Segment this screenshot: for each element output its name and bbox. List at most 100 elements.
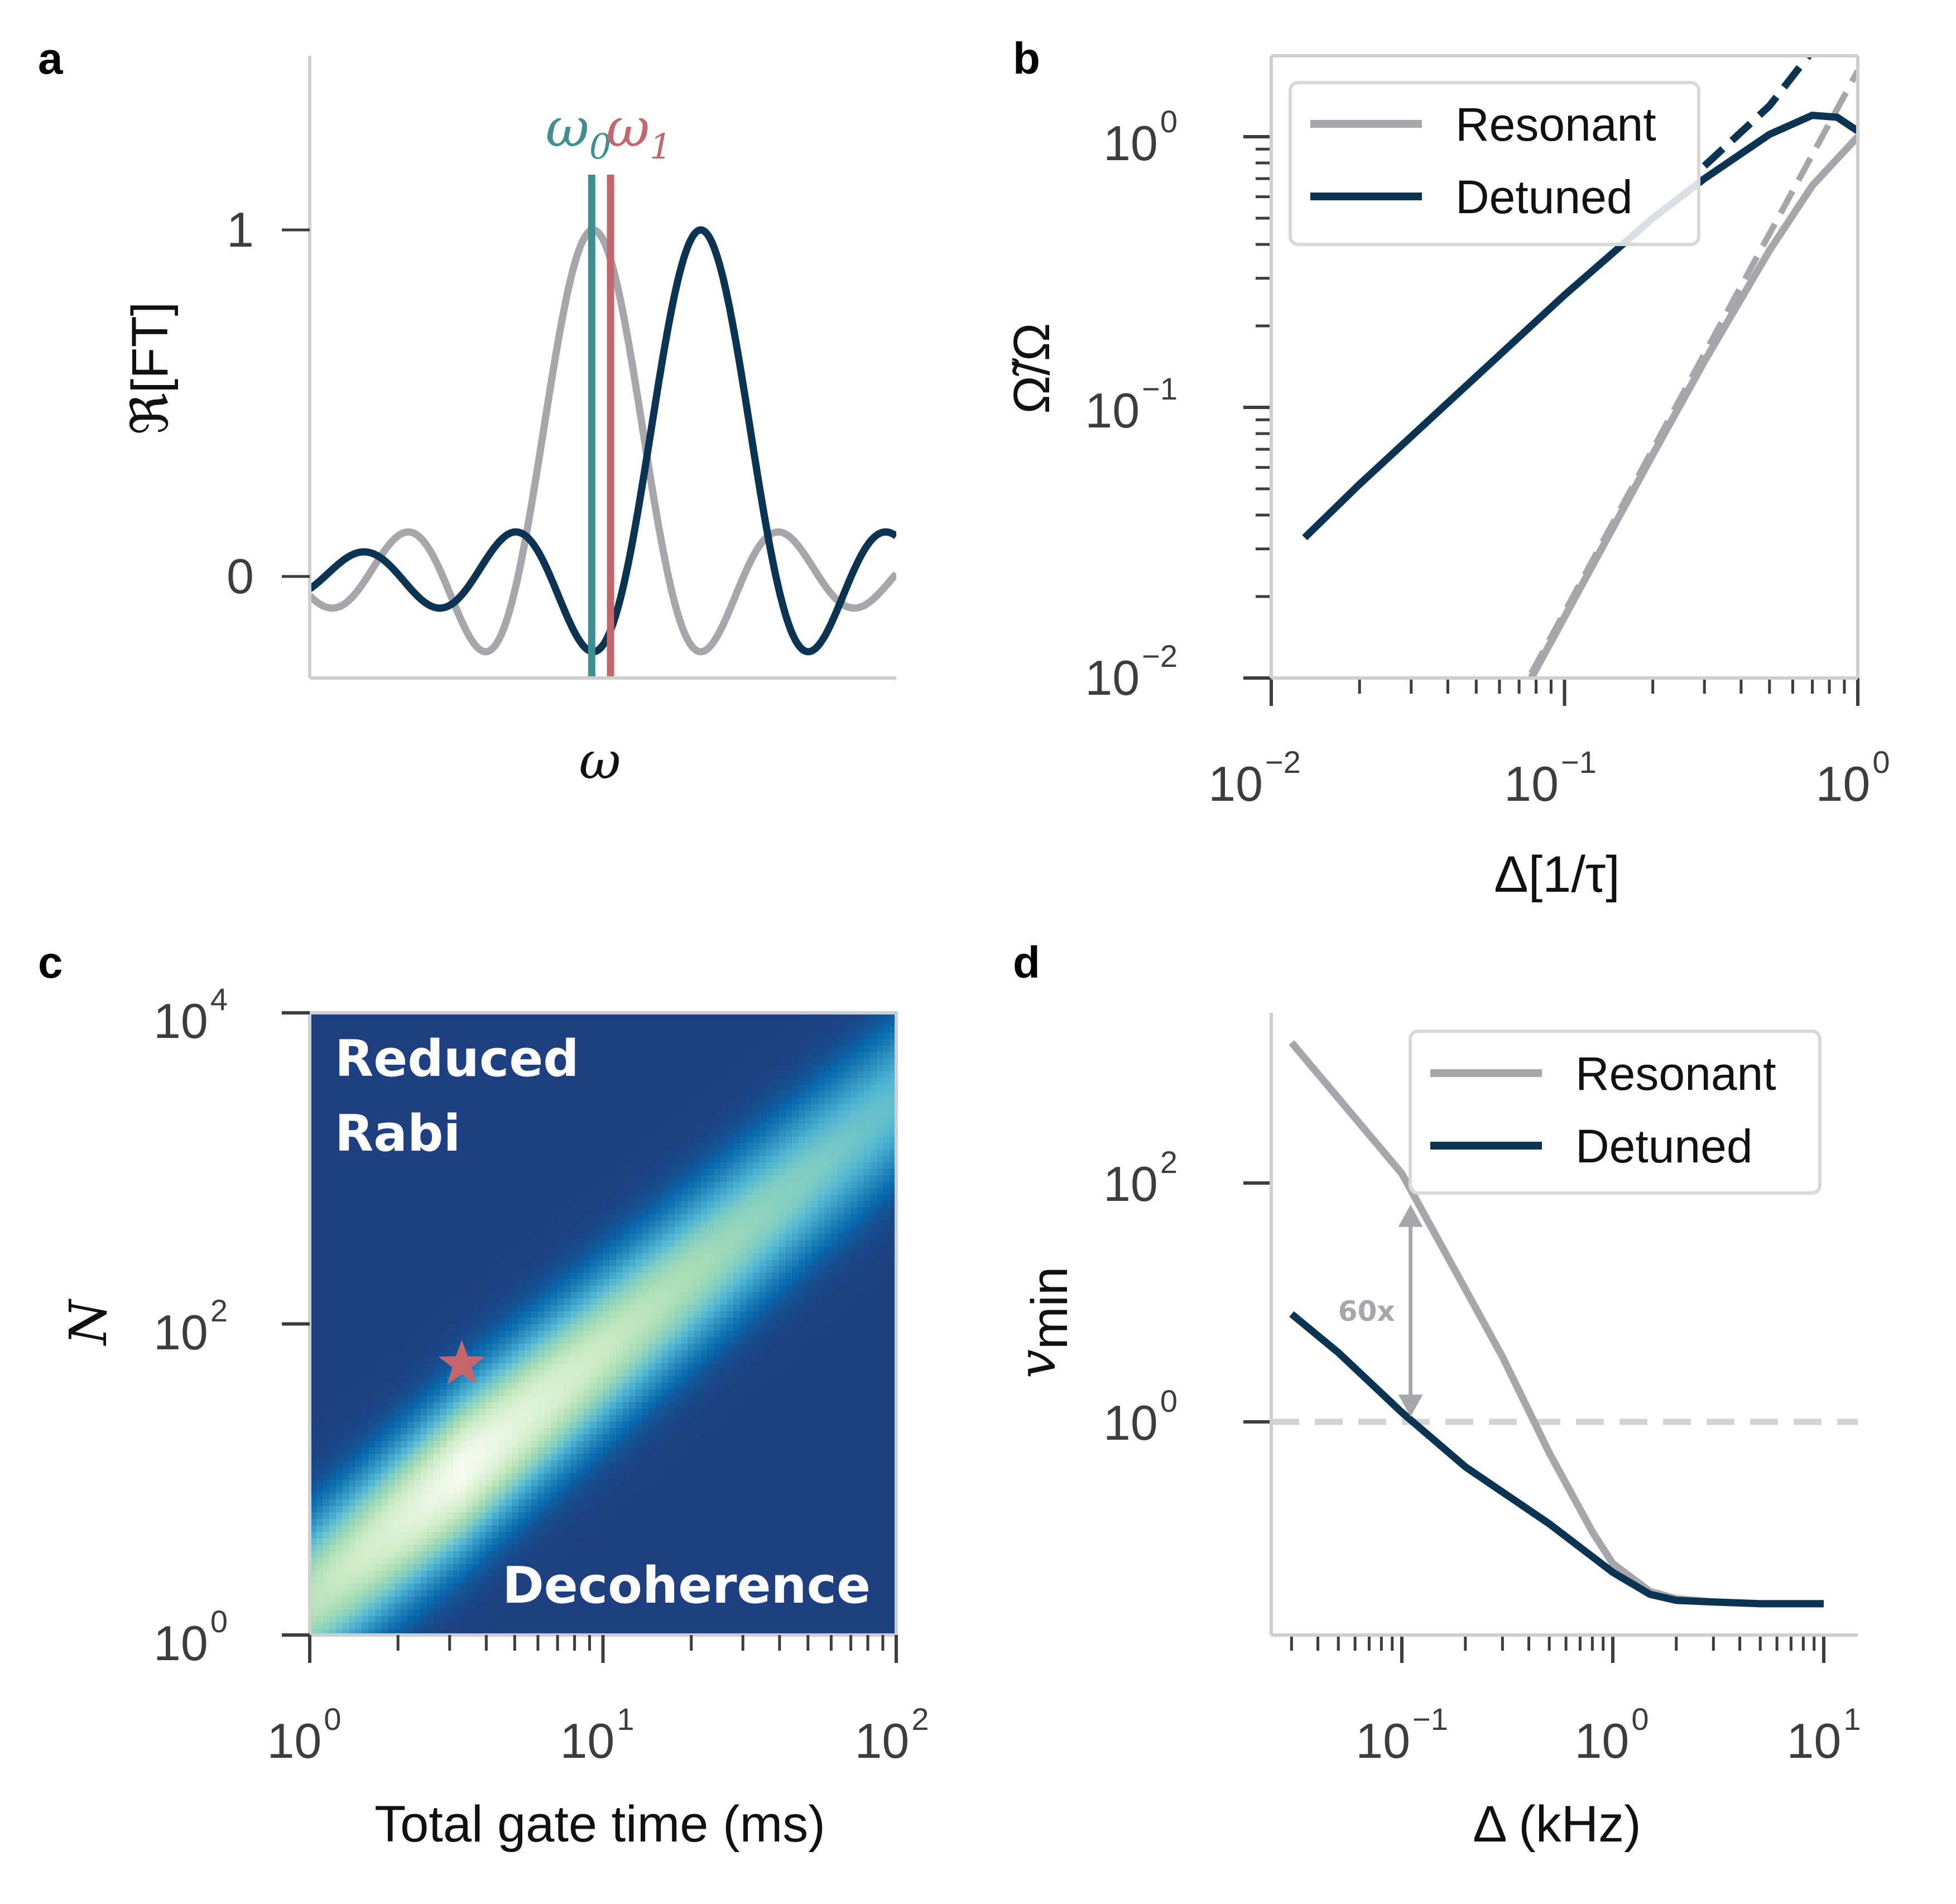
heatmap-cell xyxy=(492,1349,499,1357)
heatmap-cell xyxy=(466,1330,473,1338)
heatmap-cell xyxy=(590,1467,597,1474)
heatmap-cell xyxy=(459,1330,467,1338)
heatmap-cell xyxy=(557,1227,565,1234)
heatmap-cell xyxy=(583,1064,590,1072)
heatmap-cell xyxy=(622,1013,630,1020)
heatmap-cell xyxy=(420,1388,427,1396)
heatmap-cell xyxy=(512,1564,519,1571)
heatmap-cell xyxy=(596,1181,604,1189)
heatmap-cell xyxy=(355,1116,363,1124)
heatmap-cell xyxy=(590,1304,597,1312)
heatmap-cell xyxy=(342,1499,349,1506)
heatmap-cell xyxy=(622,1415,630,1422)
heatmap-cell xyxy=(440,1097,448,1104)
heatmap-cell xyxy=(622,1544,630,1551)
heatmap-cell xyxy=(342,1460,349,1467)
heatmap-cell xyxy=(349,1148,356,1156)
heatmap-cell xyxy=(427,1278,434,1286)
heatmap-cell xyxy=(329,1531,337,1538)
heatmap-cell xyxy=(590,1058,597,1065)
heatmap-cell xyxy=(310,1181,317,1189)
heatmap-cell xyxy=(427,1090,434,1098)
heatmap-cell xyxy=(544,1278,551,1286)
heatmap-cell xyxy=(557,1084,565,1092)
heatmap-cell xyxy=(629,1427,636,1435)
heatmap-cell xyxy=(362,1628,369,1635)
heatmap-cell xyxy=(459,1285,467,1292)
heatmap-cell xyxy=(570,1265,578,1273)
heatmap-cell xyxy=(342,1265,349,1273)
heatmap-cell xyxy=(512,1557,519,1565)
heatmap-cell xyxy=(466,1239,473,1247)
heatmap-cell xyxy=(525,1551,532,1558)
heatmap-cell xyxy=(323,1045,330,1052)
heatmap-cell xyxy=(329,1363,337,1370)
heatmap-cell xyxy=(596,1045,604,1052)
heatmap-cell xyxy=(342,1453,349,1461)
heatmap-cell xyxy=(492,1602,499,1610)
heatmap-cell xyxy=(576,1116,584,1124)
heatmap-cell xyxy=(368,1485,376,1493)
heatmap-cell xyxy=(537,1473,545,1480)
heatmap-cell xyxy=(479,1505,487,1513)
heatmap-cell xyxy=(394,1395,402,1402)
heatmap-cell xyxy=(479,1194,487,1201)
heatmap-cell xyxy=(381,1453,388,1461)
heatmap-cell xyxy=(323,1576,330,1584)
heatmap-cell xyxy=(603,1602,610,1610)
heatmap-cell xyxy=(427,1602,434,1610)
heatmap-cell xyxy=(544,1492,551,1499)
heatmap-cell xyxy=(349,1518,356,1526)
heatmap-cell xyxy=(486,1382,493,1389)
heatmap-cell xyxy=(368,1609,376,1616)
heatmap-cell xyxy=(433,1557,441,1565)
heatmap-cell xyxy=(420,1168,427,1176)
heatmap-cell xyxy=(518,1298,526,1305)
heatmap-cell xyxy=(342,1408,349,1415)
heatmap-cell xyxy=(629,1349,636,1357)
heatmap-cell xyxy=(590,1084,597,1092)
heatmap-cell xyxy=(316,1349,324,1357)
heatmap-cell xyxy=(394,1285,402,1292)
heatmap-cell xyxy=(629,1485,636,1493)
heatmap-cell xyxy=(401,1259,408,1266)
heatmap-cell xyxy=(596,1324,604,1331)
heatmap-cell xyxy=(486,1537,493,1545)
heatmap-cell xyxy=(374,1551,382,1558)
heatmap-cell xyxy=(576,1395,584,1402)
heatmap-cell xyxy=(544,1071,551,1078)
heatmap-cell xyxy=(531,1415,539,1422)
heatmap-cell xyxy=(381,1544,388,1551)
heatmap-cell xyxy=(433,1427,441,1435)
b-legend: Resonant Detuned xyxy=(1289,81,1700,246)
heatmap-cell xyxy=(596,1168,604,1176)
heatmap-cell xyxy=(342,1038,349,1046)
heatmap-cell xyxy=(466,1207,473,1214)
heatmap-cell xyxy=(472,1013,480,1020)
heatmap-cell xyxy=(466,1064,473,1072)
heatmap-cell xyxy=(407,1084,415,1092)
heatmap-cell xyxy=(609,1434,617,1441)
heatmap-cell xyxy=(329,1557,337,1565)
heatmap-cell xyxy=(342,1479,349,1487)
heatmap-cell xyxy=(544,1440,551,1448)
heatmap-cell xyxy=(603,1129,610,1137)
heatmap-cell xyxy=(512,1278,519,1286)
heatmap-cell xyxy=(492,1259,499,1266)
heatmap-cell xyxy=(635,1518,643,1526)
heatmap-cell xyxy=(486,1557,493,1565)
heatmap-cell xyxy=(440,1518,448,1526)
heatmap-cell xyxy=(394,1505,402,1513)
heatmap-cell xyxy=(440,1336,448,1344)
heatmap-cell xyxy=(590,1116,597,1124)
heatmap-cell xyxy=(616,1252,623,1260)
heatmap-cell xyxy=(622,1246,630,1253)
heatmap-cell xyxy=(440,1447,448,1454)
heatmap-cell xyxy=(616,1349,623,1357)
heatmap-cell xyxy=(512,1388,519,1396)
heatmap-cell xyxy=(401,1175,408,1182)
heatmap-cell xyxy=(433,1408,441,1415)
heatmap-cell xyxy=(349,1609,356,1616)
heatmap-cell xyxy=(590,1421,597,1429)
heatmap-cell xyxy=(427,1317,434,1325)
